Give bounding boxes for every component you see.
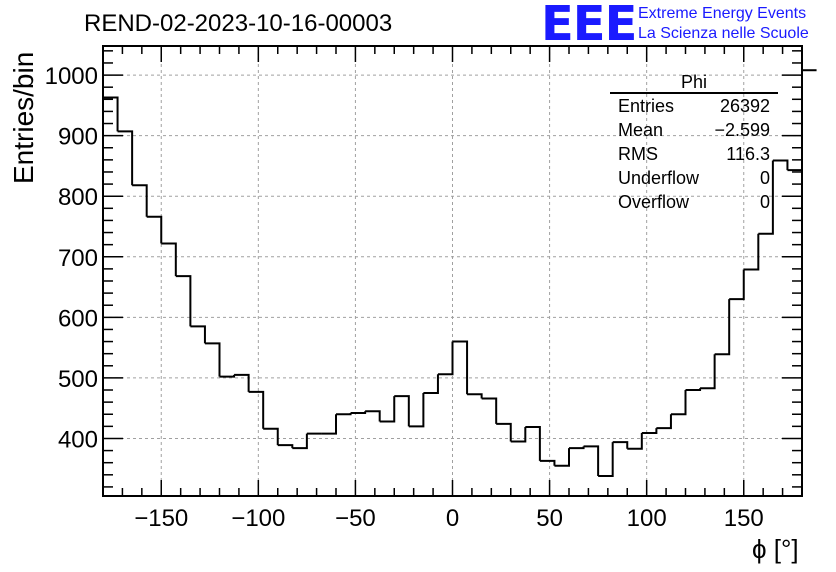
x-axis-label: ϕ [°]	[752, 534, 799, 564]
histogram-bin	[452, 340, 469, 395]
histogram-bin	[190, 325, 206, 344]
stats-row-underflow: Underflow 0	[610, 166, 778, 190]
y-tick-label: 1000	[45, 63, 98, 90]
x-tick-label: 100	[627, 505, 667, 532]
stats-label: Entries	[618, 96, 675, 116]
stats-row-overflow: Overflow 0	[610, 190, 778, 214]
x-tick-label: −100	[231, 505, 285, 532]
x-tick-label: 150	[724, 505, 764, 532]
histogram-bin	[598, 442, 614, 478]
histogram-bin	[641, 428, 658, 435]
histogram-bin	[437, 341, 454, 376]
histogram-bin	[569, 446, 585, 450]
histogram-bin	[117, 130, 134, 186]
histogram-bin	[248, 390, 265, 429]
y-axis-label: Entries/bin	[8, 51, 39, 184]
stats-title: Phi	[610, 72, 778, 94]
histogram-bin	[234, 373, 250, 392]
histogram-bin	[161, 242, 177, 277]
eee-logo: EEE	[541, 0, 637, 52]
histogram-bin	[685, 388, 702, 392]
histogram-bin	[670, 390, 687, 416]
histogram-bars	[103, 69, 817, 478]
y-tick-label: 500	[58, 366, 98, 393]
histogram-bin	[146, 215, 163, 244]
histogram-bin	[423, 374, 439, 395]
histogram-bin	[379, 396, 396, 423]
histogram-bin	[204, 342, 221, 377]
histogram-bin	[292, 433, 308, 450]
histogram-bin	[175, 275, 192, 327]
logo-line-2: La Scienza nelle Scuole	[638, 25, 809, 42]
histogram-bin	[496, 422, 512, 442]
histogram-bin	[612, 441, 629, 449]
y-tick-label: 800	[58, 184, 98, 211]
axis-ticks	[103, 46, 802, 496]
histogram-bin	[132, 184, 148, 217]
histogram-bin	[525, 425, 541, 461]
stats-value: 0	[759, 168, 770, 188]
histogram-bin	[758, 160, 774, 235]
histogram-bin	[787, 70, 803, 172]
histogram-bin	[365, 410, 381, 422]
histogram-bin	[467, 393, 483, 399]
stats-label: Mean	[618, 120, 664, 140]
histogram-bin	[539, 459, 556, 466]
y-tick-label: 600	[58, 305, 98, 332]
stats-value: 0	[759, 192, 770, 212]
histogram-bin	[656, 414, 672, 430]
histogram-bin	[321, 414, 337, 435]
histogram-bin	[336, 413, 352, 416]
histogram-bin	[408, 393, 425, 428]
histogram-bin	[103, 96, 119, 132]
histogram-bin	[554, 448, 570, 467]
x-tick-label: −150	[134, 505, 188, 532]
stats-label: Underflow	[618, 168, 700, 188]
histogram-bin	[219, 374, 236, 378]
stats-value: 26392	[719, 96, 770, 116]
x-tick-label: 50	[536, 505, 563, 532]
stats-row-mean: Mean −2.599	[610, 118, 778, 142]
histogram-bin	[481, 397, 498, 424]
grid-lines	[103, 46, 802, 496]
histogram-bin	[772, 159, 789, 171]
stats-label: Overflow	[618, 192, 690, 212]
stats-row-entries: Entries 26392	[610, 94, 778, 118]
y-tick-label: 400	[58, 426, 98, 453]
x-tick-label: −50	[335, 505, 376, 532]
stats-row-rms: RMS 116.3	[610, 142, 778, 166]
histogram-bin	[277, 444, 294, 449]
histogram-bin	[714, 299, 731, 356]
x-tick-label: 0	[446, 505, 459, 532]
histogram-bin	[729, 269, 745, 301]
histogram-bin	[510, 426, 527, 443]
histogram-bin	[350, 411, 367, 415]
logo-caption: Extreme Energy Events La Scienza nelle S…	[638, 4, 809, 44]
histogram-bin	[743, 233, 760, 271]
tick-labels: −150 −100 −50 0 50 100 150 400 500 600 700 800 900 10…	[45, 63, 764, 532]
stats-label: RMS	[618, 144, 658, 164]
stats-value: −2.599	[714, 120, 770, 140]
logo-line-1: Extreme Energy Events	[638, 5, 807, 22]
histogram-bin	[583, 445, 600, 477]
stats-box: Phi Entries 26392 Mean −2.599 RMS 116.3 …	[610, 72, 778, 214]
histogram-bin	[394, 395, 410, 427]
histogram-bin	[627, 433, 643, 450]
y-tick-label: 900	[58, 124, 98, 151]
y-tick-label: 700	[58, 245, 98, 272]
stats-value: 116.3	[726, 144, 770, 164]
chart-title: REND-02-2023-10-16-00003	[84, 10, 393, 37]
histogram-bin	[700, 354, 716, 390]
histogram-bin	[263, 427, 279, 446]
